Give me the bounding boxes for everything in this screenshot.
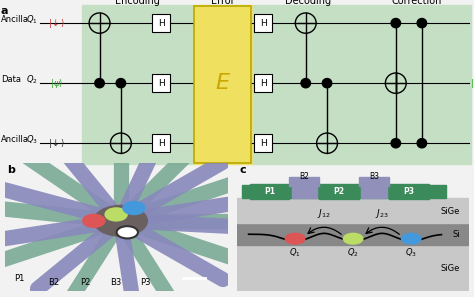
Circle shape — [285, 233, 305, 244]
Text: P1: P1 — [14, 274, 24, 283]
Text: $|\!\downarrow\rangle$: $|\!\downarrow\rangle$ — [48, 17, 65, 30]
FancyBboxPatch shape — [152, 134, 170, 152]
Text: $Q_{3}$: $Q_{3}$ — [405, 247, 417, 259]
Text: H: H — [260, 19, 266, 28]
Text: SiGe: SiGe — [441, 207, 460, 217]
Text: $Q_{1}$: $Q_{1}$ — [26, 13, 38, 26]
Text: B2: B2 — [300, 172, 310, 181]
Text: SiGe: SiGe — [441, 263, 460, 273]
Circle shape — [94, 206, 147, 236]
Text: $Q_{1}$: $Q_{1}$ — [289, 247, 301, 259]
Bar — [361, 186, 387, 198]
Bar — [193, 5, 253, 164]
Circle shape — [391, 18, 401, 28]
Text: E: E — [216, 73, 230, 93]
Text: $J_{23}$: $J_{23}$ — [375, 206, 389, 219]
Text: $Q_{2}$: $Q_{2}$ — [26, 73, 38, 86]
Circle shape — [123, 202, 145, 214]
Text: Si: Si — [452, 230, 460, 239]
Circle shape — [322, 78, 332, 88]
Circle shape — [105, 208, 127, 221]
Bar — [194, 6, 251, 163]
Circle shape — [391, 139, 401, 148]
Circle shape — [95, 78, 104, 88]
Text: H: H — [158, 19, 164, 28]
Text: Ancilla: Ancilla — [1, 135, 29, 144]
Text: c: c — [239, 165, 246, 175]
Text: H: H — [260, 79, 266, 88]
Circle shape — [401, 233, 421, 244]
Text: H: H — [260, 139, 266, 148]
Circle shape — [417, 18, 427, 28]
Text: a: a — [0, 6, 8, 15]
Circle shape — [83, 215, 105, 227]
Text: B3: B3 — [369, 172, 379, 181]
Bar — [319, 184, 359, 199]
Text: H: H — [158, 79, 164, 88]
Text: H: H — [158, 139, 164, 148]
Text: $|\!\downarrow\rangle$: $|\!\downarrow\rangle$ — [48, 137, 65, 150]
FancyBboxPatch shape — [152, 14, 170, 32]
Bar — [242, 185, 446, 198]
Text: $Q_{2}$: $Q_{2}$ — [347, 247, 359, 259]
Text: Error: Error — [211, 0, 235, 6]
Bar — [82, 5, 193, 164]
Circle shape — [417, 139, 427, 148]
Text: P3: P3 — [140, 278, 150, 287]
Circle shape — [343, 233, 363, 244]
Text: P2: P2 — [334, 187, 345, 196]
FancyBboxPatch shape — [254, 14, 272, 32]
Text: $Q_{3}$: $Q_{3}$ — [26, 133, 38, 146]
Text: Decoding: Decoding — [285, 0, 331, 6]
FancyBboxPatch shape — [254, 74, 272, 92]
Text: $|\psi\rangle$: $|\psi\rangle$ — [470, 77, 474, 90]
Circle shape — [301, 78, 310, 88]
Text: Ancilla: Ancilla — [1, 15, 29, 24]
FancyBboxPatch shape — [254, 134, 272, 152]
FancyBboxPatch shape — [152, 74, 170, 92]
Bar — [253, 5, 364, 164]
Circle shape — [116, 78, 126, 88]
Bar — [237, 245, 469, 291]
Text: B3: B3 — [110, 278, 122, 287]
Text: Encoding: Encoding — [115, 0, 159, 6]
Text: P2: P2 — [80, 278, 90, 287]
Circle shape — [117, 226, 138, 238]
Text: Data: Data — [1, 75, 21, 84]
Bar — [237, 223, 469, 245]
Bar — [292, 186, 317, 198]
Text: P3: P3 — [403, 187, 414, 196]
Bar — [364, 5, 471, 164]
Text: Correction: Correction — [392, 0, 442, 6]
Bar — [237, 198, 469, 223]
Text: B2: B2 — [48, 278, 59, 287]
Text: b: b — [7, 165, 15, 175]
Bar — [359, 177, 389, 186]
Bar — [289, 177, 319, 186]
Text: P1: P1 — [264, 187, 275, 196]
Text: $|\psi\rangle$: $|\psi\rangle$ — [50, 77, 64, 90]
Text: $J_{12}$: $J_{12}$ — [317, 206, 331, 219]
Bar — [250, 184, 289, 199]
Bar — [389, 184, 428, 199]
